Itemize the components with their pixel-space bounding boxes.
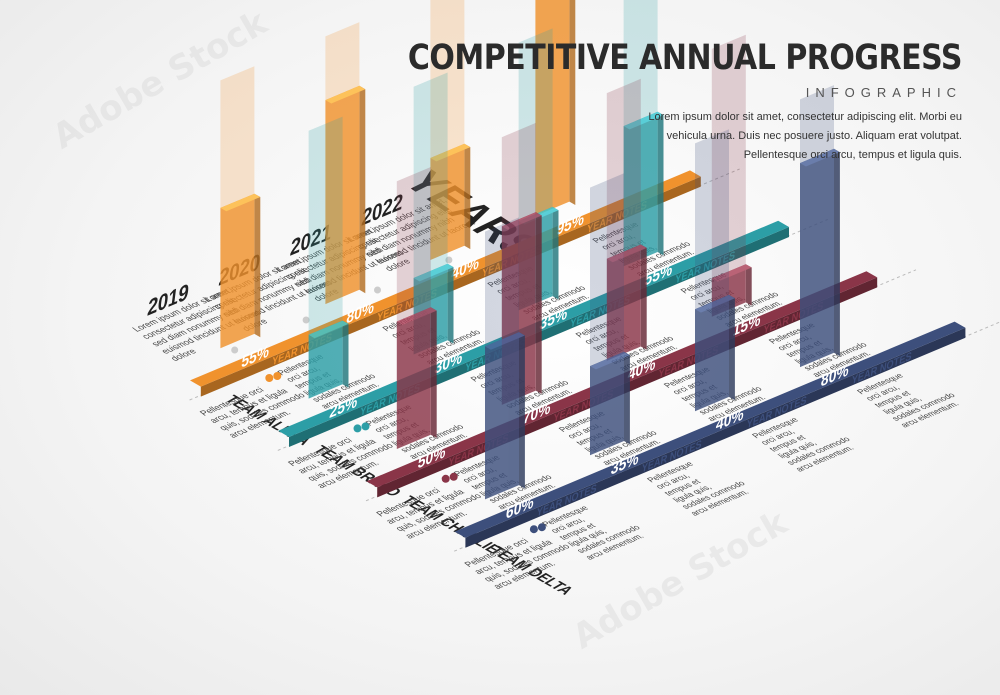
bar-ghost [430,0,465,158]
year-dot [302,316,310,324]
year-dot [374,286,381,294]
year-dot [231,346,239,354]
bar [590,351,630,456]
bar [396,307,437,449]
bar [800,148,840,368]
bar [220,193,261,349]
bar-ghost [711,34,746,279]
bar-ghost [590,173,624,367]
team-icon [353,424,362,433]
page-description: Lorem ipsum dolor sit amet, consectetur … [648,111,962,161]
team-icon [265,374,274,382]
bar-ghost [413,72,448,278]
bar-ghost [308,116,343,335]
bar [325,85,366,305]
title-block: COMPETITIVE ANNUAL PROGRESS INFOGRAPHIC … [407,38,963,165]
bar-ghost [518,28,553,222]
ribbon-edge [465,327,966,548]
stock-id: #208830524 [0,515,5,637]
ribbon [454,321,966,538]
team-icon [537,523,546,532]
bar [695,294,735,412]
bar [485,332,525,500]
bar-ghost [396,167,431,322]
bar-ghost [606,78,641,259]
team-icon [361,422,370,431]
bar-ghost [800,85,834,164]
bar-ghost [623,0,658,127]
bar-ghost [485,217,519,347]
bar [606,244,647,361]
bar [535,0,576,216]
bar [623,111,664,267]
page-subtitle: INFOGRAPHIC [805,85,962,100]
team-icon [529,525,538,534]
team-icon [441,474,450,483]
bar-ghost [220,66,255,208]
year-dot [445,256,453,264]
page-title: COMPETITIVE ANNUAL PROGRESS [407,38,963,79]
bar [430,143,471,260]
team-icon [273,372,282,380]
bar-ghost [325,22,360,101]
bar-ghost [501,122,536,227]
team-icon [449,472,458,481]
bar-ghost [695,129,729,310]
bar [308,320,349,399]
